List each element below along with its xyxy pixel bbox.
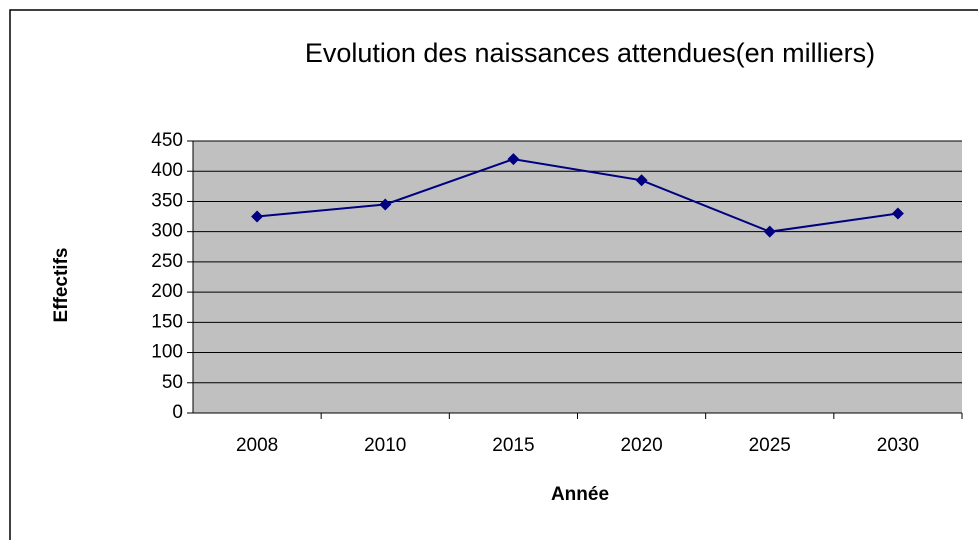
y-tick-label: 50 — [162, 372, 183, 393]
data-point — [635, 174, 648, 187]
plot-area — [193, 141, 962, 413]
y-tick-label: 200 — [151, 281, 183, 302]
x-tick-label: 2010 — [364, 435, 406, 456]
y-tick-label: 300 — [151, 221, 183, 242]
data-point — [379, 198, 392, 211]
y-tick-label: 0 — [172, 402, 183, 423]
data-point — [891, 207, 904, 220]
y-tick-label: 350 — [151, 190, 183, 211]
y-tick-label: 150 — [151, 311, 183, 332]
y-tick-label: 100 — [151, 342, 183, 363]
x-tick-label: 2020 — [620, 435, 662, 456]
y-tick-label: 250 — [151, 251, 183, 272]
y-tick-label: 450 — [151, 130, 183, 151]
x-tick-label: 2025 — [749, 435, 791, 456]
y-tick-label: 400 — [151, 160, 183, 181]
x-tick-label: 2008 — [236, 435, 278, 456]
data-point — [251, 210, 264, 223]
series-line — [256, 158, 899, 233]
chart-title: Evolution des naissances attendues(en mi… — [305, 38, 875, 68]
data-point — [763, 225, 776, 238]
y-axis-label: Effectifs — [51, 248, 72, 323]
x-tick-label: 2030 — [877, 435, 919, 456]
x-axis-label: Année — [551, 484, 609, 505]
data-point — [507, 153, 520, 166]
x-tick-label: 2015 — [492, 435, 534, 456]
